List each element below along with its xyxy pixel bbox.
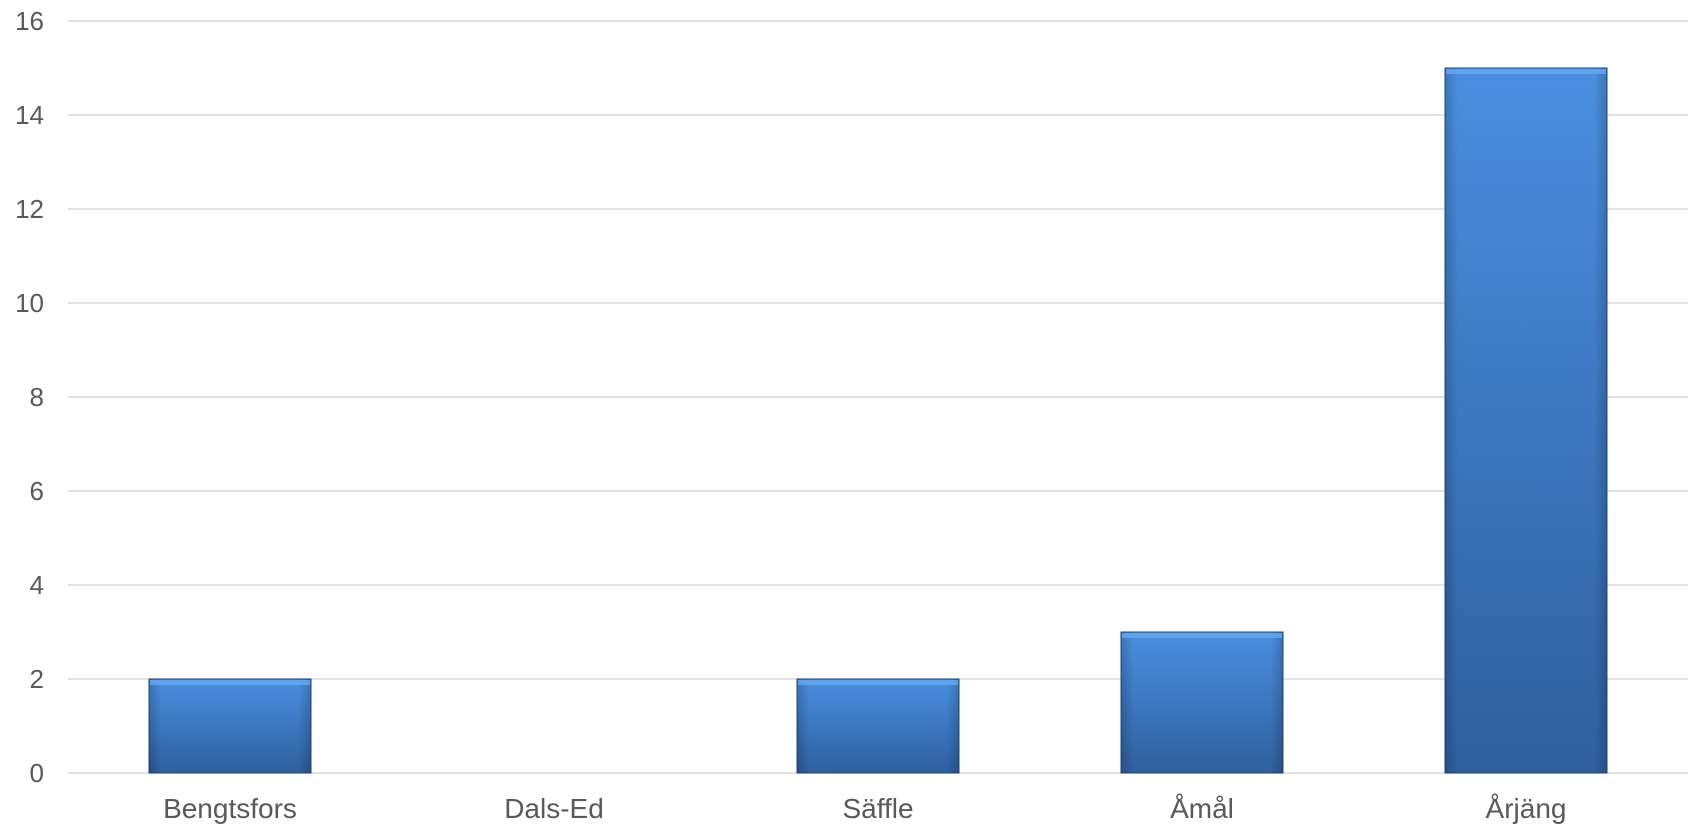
bar-bevel: [150, 680, 310, 685]
y-tick-label: 16: [15, 6, 44, 36]
y-tick-label: 4: [30, 570, 44, 600]
x-axis-categories: Bengtsfors Dals-Ed Säffle Åmål Årjäng: [163, 793, 1566, 824]
bar: [796, 678, 960, 774]
y-tick-label: 10: [15, 288, 44, 318]
x-category-label: Bengtsfors: [163, 793, 297, 824]
bar-bevel: [1446, 69, 1606, 74]
y-axis-ticks: 0 2 4 6 8 10 12 14 16: [15, 6, 44, 788]
y-tick-label: 6: [30, 476, 44, 506]
bar: [1120, 631, 1284, 774]
bars: [148, 67, 1608, 774]
bar-shade: [1445, 68, 1607, 773]
bar-bevel: [798, 680, 958, 685]
y-tick-label: 14: [15, 100, 44, 130]
x-category-label: Dals-Ed: [504, 793, 604, 824]
bar-shade: [1121, 632, 1283, 773]
y-tick-label: 12: [15, 194, 44, 224]
bar: [148, 678, 312, 774]
bar: [1444, 67, 1608, 774]
bar-shade: [797, 679, 959, 773]
y-tick-label: 8: [30, 382, 44, 412]
gridlines: [68, 20, 1688, 774]
y-tick-label: 0: [30, 758, 44, 788]
x-category-label: Åmål: [1170, 793, 1234, 824]
y-tick-label: 2: [30, 664, 44, 694]
bar-bevel: [1122, 633, 1282, 638]
x-category-label: Säffle: [842, 793, 913, 824]
bar-shade: [149, 679, 311, 773]
x-category-label: Årjäng: [1486, 793, 1567, 824]
